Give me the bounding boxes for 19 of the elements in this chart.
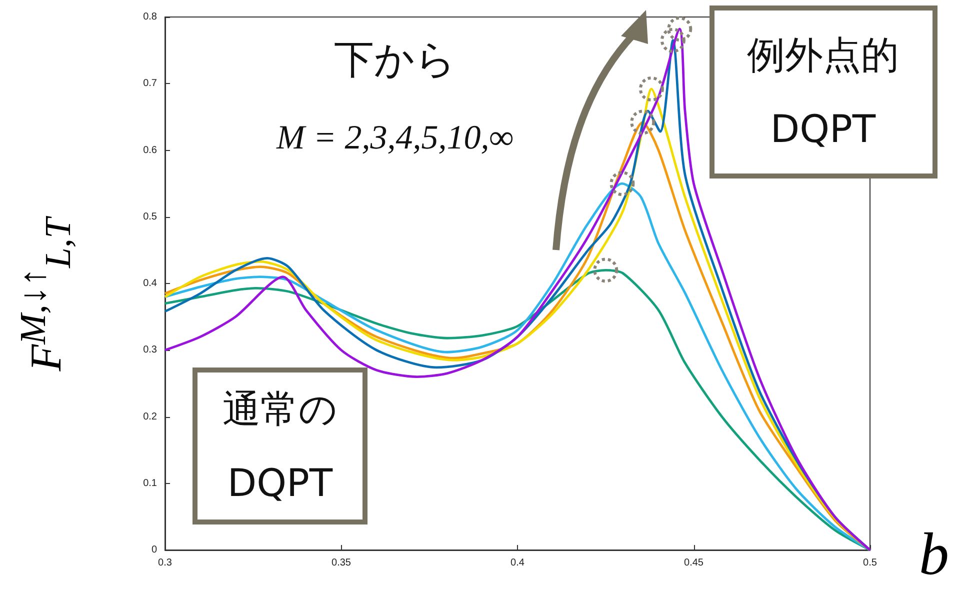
annotation: 通常の DQPT <box>222 387 338 505</box>
x-tick-label: 0.35 <box>332 558 352 568</box>
y-tick-label: 0 <box>151 544 158 556</box>
y-tick-label: 0.2 <box>143 411 158 422</box>
y-tick-label: 0.5 <box>143 211 158 222</box>
x-tick-label: 0.45 <box>684 558 704 568</box>
y-tick-label: 0.1 <box>143 478 158 489</box>
x-tick-label: 0.5 <box>863 558 878 568</box>
annotation: M = 2,3,4,5,10,∞ <box>275 120 514 156</box>
annotation: 下から <box>334 37 456 83</box>
y-tick-label: 0.8 <box>143 12 158 22</box>
x-axis-title: b <box>919 520 949 589</box>
x-tick-label: 0.3 <box>158 558 172 568</box>
y-tick-label: 0.3 <box>143 344 158 356</box>
annotation: 例外点的 DQPT <box>747 33 899 151</box>
y-tick-label: 0.7 <box>143 78 158 90</box>
y-tick-label: 0.4 <box>143 278 158 289</box>
y-tick-label: 0.6 <box>143 144 158 156</box>
x-tick-label: 0.4 <box>510 558 525 568</box>
